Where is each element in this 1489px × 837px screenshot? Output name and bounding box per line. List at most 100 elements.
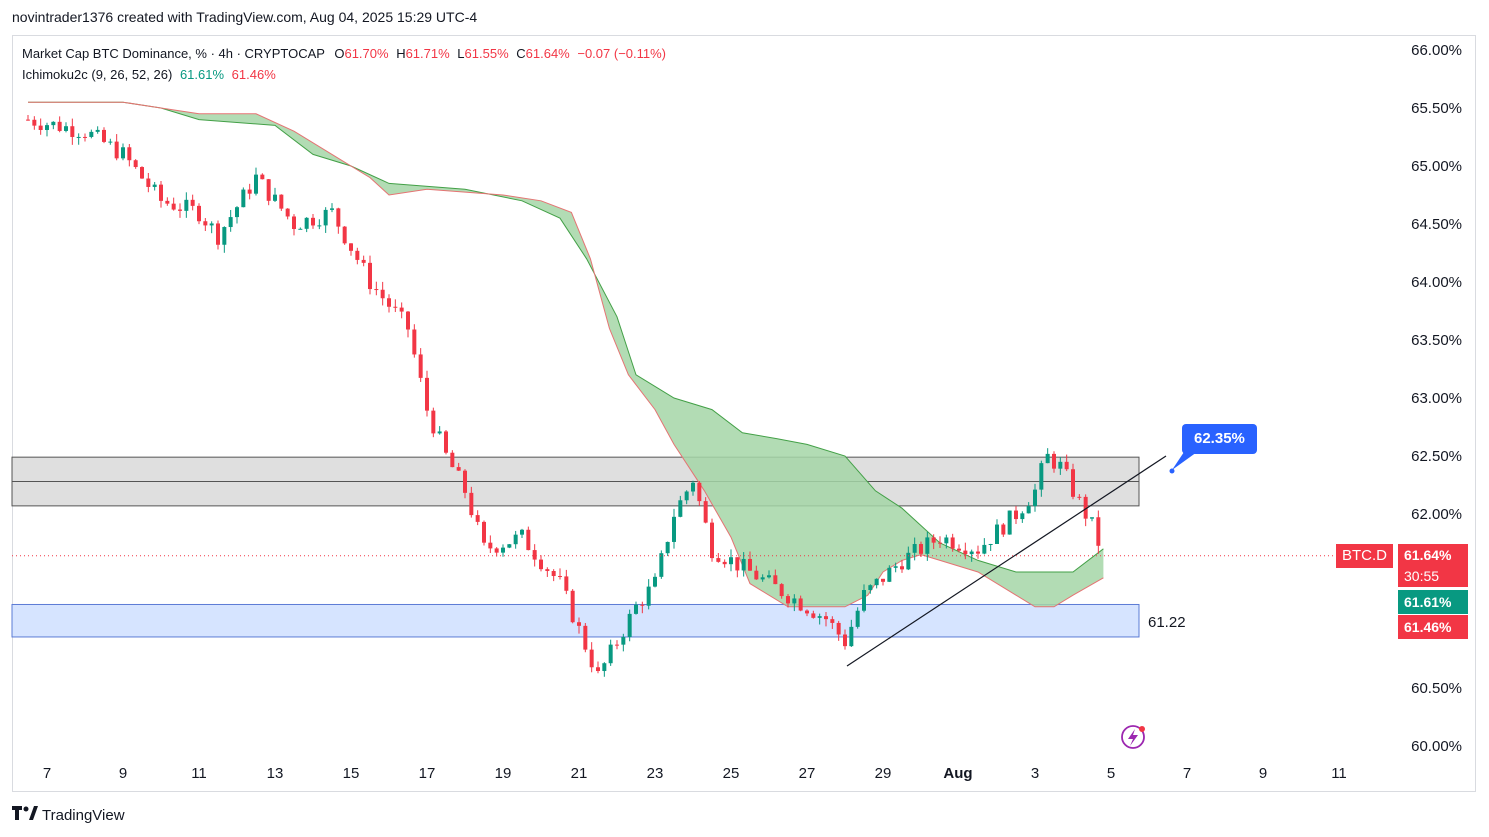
candle-up (817, 616, 822, 618)
candle-down (640, 604, 645, 606)
candle-down (197, 205, 201, 222)
candle-down (551, 571, 556, 577)
callout-pointer (1172, 452, 1197, 470)
ticker-badge[interactable]: BTC.D (1336, 544, 1393, 568)
candle-down (811, 613, 816, 618)
candle-down (931, 537, 936, 543)
y-tick-label: 65.50% (1411, 100, 1462, 117)
candle-down (697, 482, 702, 502)
candle-down (450, 452, 455, 468)
candle-down (754, 570, 759, 580)
candle-down (203, 221, 208, 226)
candle-down (285, 208, 290, 217)
candle-up (691, 482, 695, 492)
x-tick-label: 9 (1259, 765, 1267, 782)
candle-up (64, 126, 68, 131)
candle-up (659, 553, 664, 577)
candle-up (298, 228, 303, 230)
candle-down (1001, 524, 1006, 535)
candle-up (678, 500, 683, 517)
x-tick-label: 15 (343, 765, 360, 782)
candle-up (330, 208, 334, 210)
candle-down (748, 558, 752, 571)
indicator-legend[interactable]: Ichimoku2c (9, 26, 52, 26) 61.61% 61.46% (22, 67, 276, 82)
price-callout[interactable]: 62.35% (1182, 424, 1257, 454)
candle-down (336, 208, 341, 227)
candle-up (241, 189, 246, 208)
symbol-name: Market Cap BTC Dominance, % · 4h · CRYPT… (22, 46, 325, 61)
tradingview-footer[interactable]: TradingView (12, 806, 125, 824)
candle-up (621, 636, 626, 645)
candle-down (70, 126, 75, 137)
x-tick-label: 7 (1183, 765, 1191, 782)
candle-down (957, 548, 961, 551)
candle-down (1096, 517, 1101, 546)
candle-up (1045, 453, 1050, 464)
candle-down (589, 649, 594, 668)
ichimoku-cloud (28, 102, 1104, 607)
candle-down (1071, 469, 1075, 497)
y-tick-label: 64.50% (1411, 216, 1462, 233)
candle-down (963, 550, 968, 555)
candle-up (304, 217, 309, 229)
x-tick-label: 11 (1331, 765, 1347, 782)
candle-down (393, 306, 398, 308)
candle-up (1039, 463, 1044, 490)
ichimoku-span-b (28, 101, 1104, 608)
candle-up (868, 585, 873, 591)
candle-up (969, 551, 974, 555)
candle-up (893, 566, 898, 568)
ichimoku-line1-tag: 61.61% (1398, 590, 1468, 614)
candle-up (513, 534, 518, 545)
candle-up (672, 516, 676, 542)
candle-up (944, 537, 949, 544)
x-tick-label: Aug (943, 765, 972, 782)
candle-up (121, 147, 125, 159)
candle-down (950, 537, 955, 549)
candle-down (1014, 510, 1018, 520)
x-tick-label: 19 (495, 765, 512, 782)
indicator-value-2: 61.46% (231, 67, 276, 82)
candle-down (38, 125, 43, 130)
candle-up (108, 141, 113, 143)
change-value: −0.07 (−0.11%) (577, 46, 667, 61)
candle-up (507, 544, 512, 548)
candle-down (735, 557, 740, 571)
indicator-name: Ichimoku2c (9, 26, 52, 26) (22, 67, 173, 82)
candle-down (779, 584, 784, 597)
candle-down (342, 226, 347, 244)
candle-down (1052, 453, 1056, 469)
candle-down (919, 544, 923, 554)
symbol-legend[interactable]: Market Cap BTC Dominance, % · 4h · CRYPT… (22, 46, 667, 61)
candle-up (646, 586, 651, 606)
candle-up (627, 613, 632, 637)
high-value: 61.71% (405, 46, 450, 61)
candle-up (982, 544, 987, 554)
candle-down (247, 189, 252, 194)
candle-up (684, 491, 689, 501)
indicator-value-1: 61.61% (179, 67, 225, 82)
candle-down (279, 194, 284, 209)
candle-down (260, 174, 265, 180)
candle-down (431, 410, 436, 434)
candle-up (228, 217, 233, 228)
candle-up (520, 529, 524, 535)
candle-up (602, 663, 607, 672)
y-tick-label: 64.00% (1411, 274, 1462, 291)
candle-up (437, 431, 442, 434)
candle-down (83, 136, 87, 138)
x-tick-label: 25 (723, 765, 740, 782)
close-value: 61.64% (525, 46, 570, 61)
candle-up (874, 578, 879, 586)
candle-up (912, 544, 917, 553)
x-tick-label: 5 (1107, 765, 1115, 782)
candle-down (171, 203, 176, 210)
candle-up (849, 626, 854, 647)
candle-down (558, 576, 562, 578)
candle-down (830, 619, 835, 623)
candle-up (45, 125, 49, 130)
candle-up (887, 567, 892, 582)
candle-down (615, 644, 619, 646)
candle-down (938, 542, 942, 544)
